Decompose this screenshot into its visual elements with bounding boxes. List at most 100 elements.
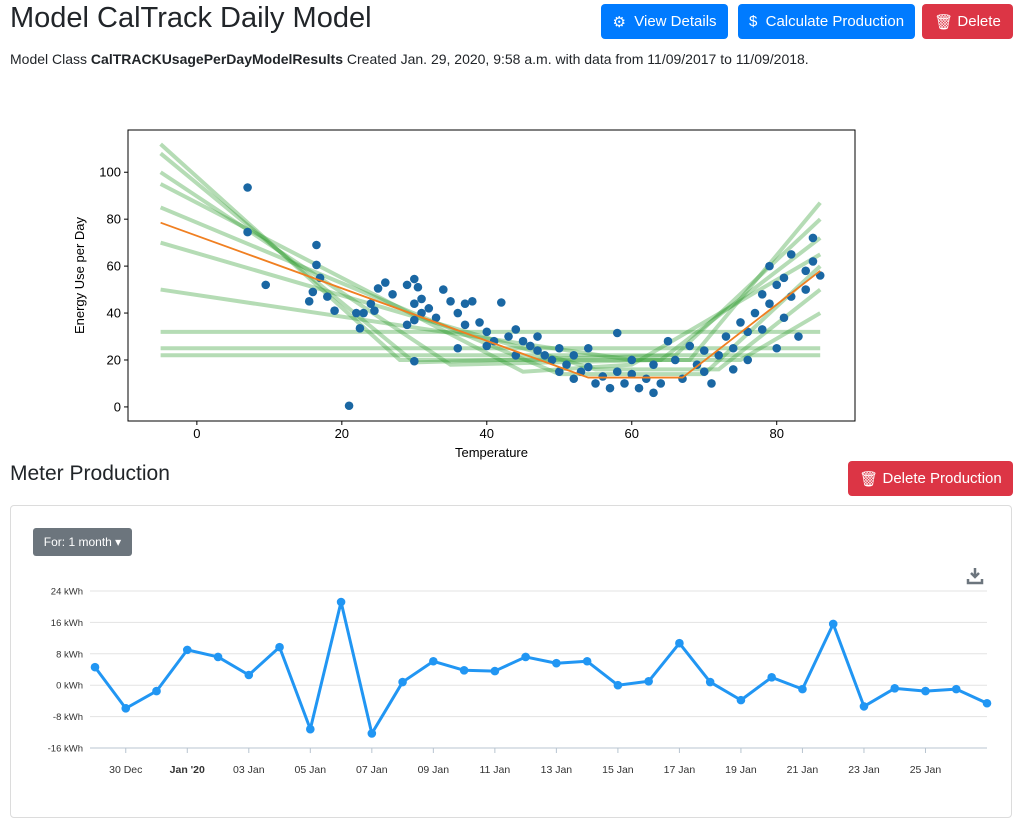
data-point — [562, 360, 571, 369]
data-point — [670, 355, 680, 365]
data-point — [370, 306, 379, 316]
data-point — [410, 315, 419, 325]
data-point — [798, 684, 807, 694]
scatter-chart: 0 20 40 60 80 0 20 40 60 80 100 Temperature Energy U… — [72, 129, 856, 460]
data-point — [627, 355, 637, 365]
data-point — [312, 240, 321, 250]
x-tick-label: 40 — [480, 426, 494, 441]
button-label: Calculate Production — [765, 13, 905, 30]
data-point — [685, 341, 695, 351]
data-point — [355, 324, 365, 333]
data-point — [554, 343, 564, 353]
data-point — [767, 673, 776, 682]
data-point — [692, 360, 702, 369]
data-point — [765, 261, 774, 271]
data-point — [482, 341, 492, 351]
data-point — [641, 374, 651, 384]
data-point — [786, 250, 796, 259]
data-point — [757, 325, 767, 334]
data-point — [410, 274, 419, 284]
data-point — [410, 356, 419, 366]
x-tick-label: 17 Jan — [664, 764, 696, 776]
data-point — [275, 642, 284, 652]
data-point — [656, 379, 666, 388]
data-point — [613, 680, 623, 690]
data-point — [381, 278, 390, 287]
data-point — [460, 320, 470, 330]
data-point — [398, 677, 407, 687]
data-point — [707, 379, 716, 388]
data-point — [808, 233, 818, 243]
data-point — [765, 299, 774, 308]
data-point — [649, 360, 658, 369]
data-point — [828, 619, 838, 629]
download-icon[interactable] — [965, 566, 985, 586]
y-tick-label: 20 — [107, 352, 121, 367]
delete-button[interactable]: 🗑 Delete — [922, 4, 1013, 39]
data-point — [779, 313, 789, 323]
data-point — [675, 638, 684, 648]
data-point — [728, 343, 738, 353]
data-point — [743, 355, 753, 365]
data-point — [649, 388, 658, 398]
x-tick-label: 13 Jan — [541, 764, 573, 776]
x-tick-label: 09 Jan — [418, 764, 450, 776]
data-point — [402, 320, 412, 330]
x-tick-label: 0 — [193, 426, 200, 441]
data-point — [982, 698, 992, 708]
dropdown-label: For: 1 month — [43, 535, 112, 549]
data-point — [951, 684, 961, 694]
period-dropdown[interactable]: For: 1 month ▾ — [33, 528, 132, 556]
data-point — [801, 266, 811, 276]
data-point — [634, 383, 644, 393]
description: Model Class CalTRACKUsagePerDayModelResu… — [10, 51, 809, 67]
sample-line — [160, 287, 822, 362]
data-point — [417, 308, 426, 318]
data-point — [121, 704, 131, 713]
y-tick-label: 40 — [107, 306, 121, 321]
sample-line — [159, 142, 822, 362]
data-point — [336, 597, 346, 607]
data-point — [373, 284, 383, 293]
data-point — [352, 308, 361, 318]
data-point — [612, 328, 622, 338]
x-tick-label: 20 — [335, 426, 349, 441]
data-point — [801, 285, 811, 294]
data-point — [663, 336, 673, 346]
data-point — [582, 656, 592, 666]
data-point — [699, 367, 709, 377]
sample-line — [160, 240, 822, 372]
x-tick-label: 11 Jan — [479, 764, 510, 776]
delete-production-button[interactable]: 🗑 Delete Production — [848, 461, 1013, 496]
data-point — [366, 299, 376, 308]
x-tick-label: 19 Jan — [725, 764, 757, 776]
desc-prefix: Model Class — [10, 51, 88, 67]
x-tick-label: 15 Jan — [602, 764, 634, 776]
data-point — [808, 257, 818, 266]
y-tick-label: 0 kWh — [56, 681, 83, 692]
data-point — [518, 336, 528, 346]
data-point — [554, 367, 564, 377]
button-label: View Details — [634, 13, 717, 30]
data-point — [424, 304, 434, 313]
x-tick-label: 30 Dec — [109, 764, 142, 776]
data-point — [417, 294, 426, 304]
x-tick-label: 21 Jan — [787, 764, 819, 776]
data-point — [890, 684, 900, 693]
data-point — [736, 695, 746, 705]
production-card — [10, 505, 1012, 818]
x-tick-label: 07 Jan — [356, 764, 388, 776]
data-point — [323, 292, 332, 301]
data-point — [438, 285, 448, 294]
data-point — [612, 367, 622, 377]
data-point — [750, 308, 760, 318]
calculate-button[interactable]: $ Calculate Production — [738, 4, 915, 39]
data-point — [591, 379, 600, 388]
data-point — [429, 656, 438, 666]
data-point — [453, 343, 463, 353]
data-point — [728, 365, 738, 374]
sample-line — [159, 182, 822, 374]
data-point — [459, 665, 469, 675]
view-details-button[interactable]: ⚙ View Details — [601, 4, 728, 39]
y-tick-label: 24 kWh — [51, 587, 83, 598]
